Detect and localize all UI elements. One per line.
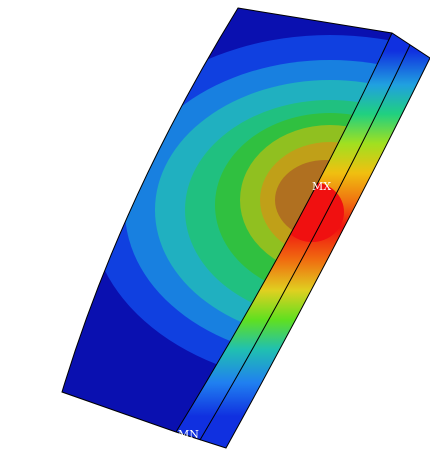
contour-plot: MX MN xyxy=(0,0,430,454)
max-label: MX xyxy=(312,180,331,193)
min-label: MN xyxy=(178,428,199,441)
